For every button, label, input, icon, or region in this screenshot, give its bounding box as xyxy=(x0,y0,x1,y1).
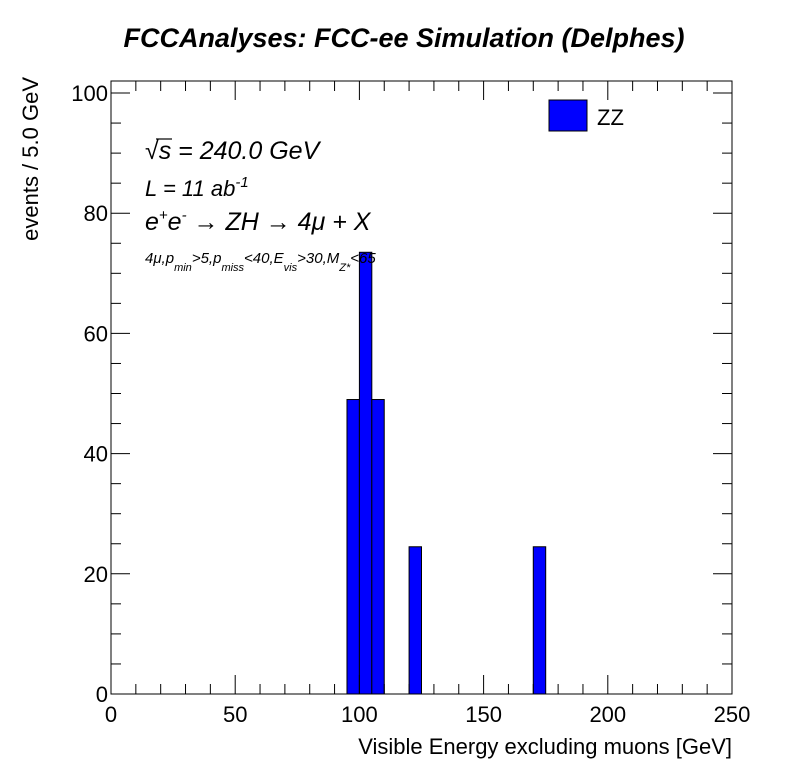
x-tick-labels: 0 50 100 150 200 250 xyxy=(105,702,750,727)
x-tick-label: 0 xyxy=(105,702,117,727)
y-tick-label: 0 xyxy=(96,682,108,707)
x-tick-label: 100 xyxy=(341,702,378,727)
bar-95-100 xyxy=(346,399,360,695)
plot-frame xyxy=(110,80,733,695)
y-tick-label: 100 xyxy=(71,81,108,106)
y-tick-label: 40 xyxy=(84,442,108,467)
lumi-main: L = 11 ab xyxy=(145,176,235,201)
sqrt-symbol: √ xyxy=(145,137,159,165)
chart-title: FCCAnalyses: FCC-ee Simulation (Delphes) xyxy=(123,23,684,53)
bar-105-110 xyxy=(371,399,385,695)
bar-100-105 xyxy=(358,251,373,695)
bar-170-175 xyxy=(532,546,547,695)
x-tick-label: 250 xyxy=(714,702,751,727)
y-axis-label: events / 5.0 GeV xyxy=(18,77,43,241)
process-annotation: e+e- → ZH → 4μ + X xyxy=(145,207,372,236)
ticks-group xyxy=(110,81,733,695)
legend-swatch-zz xyxy=(548,99,588,132)
y-tick-labels: 0 20 40 60 80 100 xyxy=(71,81,108,707)
legend-label-zz: ZZ xyxy=(597,105,624,130)
x-tick-label: 150 xyxy=(465,702,502,727)
y-tick-label: 60 xyxy=(84,321,108,346)
x-tick-label: 200 xyxy=(589,702,626,727)
energy-value: = 240.0 GeV xyxy=(171,137,321,165)
y-tick-label: 20 xyxy=(84,562,108,587)
y-tick-label: 80 xyxy=(84,201,108,226)
sqrt-s-annotation: √s = 240.0 GeV xyxy=(145,137,322,165)
x-tick-label: 50 xyxy=(223,702,247,727)
sqrt-var: s xyxy=(159,137,172,165)
x-axis-label: Visible Energy excluding muons [GeV] xyxy=(358,734,732,759)
bar-120-125 xyxy=(408,546,422,695)
bars-group xyxy=(346,251,547,695)
selection-annotation: 4μ,pmin>5,pmiss<40,Evis>30,MZ*<65 xyxy=(145,250,376,274)
lumi-annotation: L = 11 ab-1 xyxy=(145,174,249,201)
lumi-exp: -1 xyxy=(235,174,248,191)
